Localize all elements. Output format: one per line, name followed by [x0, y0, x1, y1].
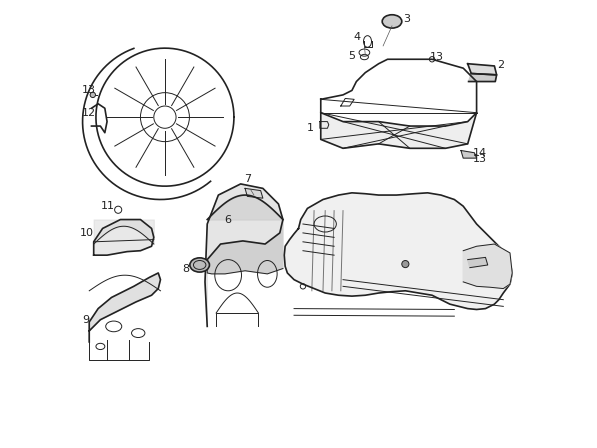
Text: 9: 9	[82, 315, 89, 325]
Polygon shape	[207, 220, 283, 274]
Text: 3: 3	[403, 14, 410, 24]
Polygon shape	[89, 273, 161, 342]
Ellipse shape	[382, 15, 402, 28]
Polygon shape	[321, 59, 476, 126]
Text: 14: 14	[473, 148, 487, 158]
Text: 13: 13	[429, 52, 444, 62]
Text: 1: 1	[307, 123, 314, 133]
Ellipse shape	[190, 258, 210, 272]
Polygon shape	[321, 99, 476, 148]
Ellipse shape	[402, 260, 409, 267]
Text: 13: 13	[82, 86, 96, 95]
Polygon shape	[245, 188, 263, 198]
Polygon shape	[205, 184, 283, 327]
Text: 11: 11	[101, 201, 115, 211]
Polygon shape	[94, 220, 154, 255]
Text: 2: 2	[497, 60, 504, 69]
Polygon shape	[461, 151, 476, 158]
Ellipse shape	[90, 92, 96, 98]
Polygon shape	[284, 193, 512, 310]
Text: 10: 10	[80, 228, 94, 238]
Text: 8: 8	[183, 263, 190, 274]
Text: 12: 12	[82, 108, 96, 118]
Text: 4: 4	[353, 32, 361, 42]
Text: 5: 5	[349, 51, 355, 61]
Polygon shape	[467, 64, 497, 75]
Polygon shape	[467, 258, 488, 267]
Text: 6: 6	[224, 215, 231, 224]
Polygon shape	[469, 73, 497, 82]
Polygon shape	[463, 244, 512, 289]
Text: 13: 13	[473, 155, 487, 164]
Text: 7: 7	[244, 174, 251, 185]
